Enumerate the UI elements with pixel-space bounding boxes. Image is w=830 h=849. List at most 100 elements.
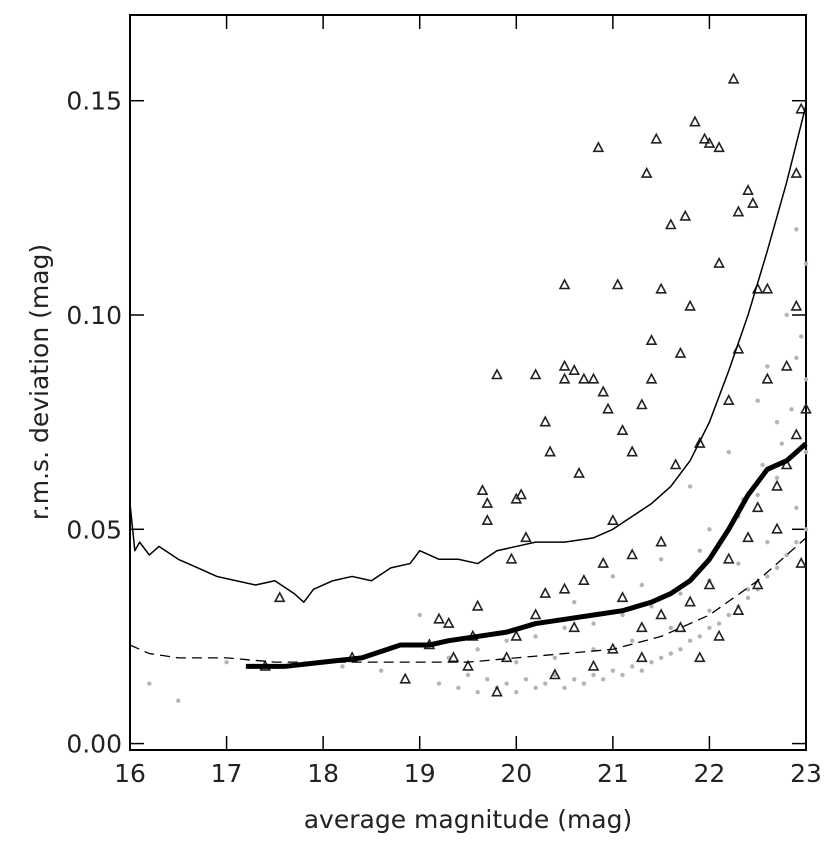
gray-dot [678,647,683,652]
gray-dot [697,634,702,639]
triangle-marker [761,282,774,294]
triangle-marker [703,136,716,148]
x-tick-label: 22 [694,759,726,788]
gray-dot [765,574,770,579]
triangle-marker [462,659,474,671]
triangle-marker [510,629,523,641]
triangle-marker [635,651,648,663]
triangle-marker [447,651,460,663]
gray-dot [456,685,461,691]
gray-dot [794,355,799,361]
x-tick-label: 18 [307,759,339,788]
triangle-marker [795,102,808,114]
triangle-marker [684,595,696,607]
gray-dot [794,227,799,232]
plot-frame [129,14,807,751]
triangle-marker [747,196,759,208]
gray-dot [475,689,480,695]
triangle-marker [693,651,706,663]
triangle-marker [635,398,648,410]
gray-dot [658,557,664,562]
y-tick-label: 0.05 [66,515,122,544]
gray-dot [543,681,548,686]
x-tick-label: 19 [404,759,436,788]
triangle-marker [800,402,812,414]
gray-dot [745,587,751,592]
triangle-marker [751,578,764,590]
gray-dot [147,681,152,686]
gray-dot [784,312,789,318]
gray-dot [726,612,731,618]
triangle-marker [539,415,552,427]
triangle-marker [568,621,581,633]
triangle-marker [481,496,494,508]
triangle-marker [679,209,692,221]
gray-dot [774,475,780,481]
gray-dot [620,612,625,618]
triangle-marker [568,364,581,376]
triangle-marker [780,359,793,371]
triangle-marker [539,586,552,598]
triangle-marker [273,591,286,603]
gray-dot [224,659,229,665]
triangle-marker [505,552,518,564]
triangle-marker [693,436,706,448]
triangle-marker [597,556,610,568]
gray-dot [610,574,616,579]
triangle-marker [732,604,745,616]
triangle-marker [500,651,513,663]
triangle-marker [544,445,556,457]
gray-dot [779,441,785,446]
triangle-marker [742,531,754,543]
triangle-marker [578,372,590,384]
gray-dot [687,484,693,489]
gray-dot [707,608,712,613]
triangle-marker [664,218,677,230]
triangle-marker [669,458,682,470]
triangle-marker [790,166,803,178]
gray-dot [475,647,480,652]
triangle-marker [491,685,503,697]
gray-dot [649,604,654,609]
gray-dot [552,655,558,661]
gray-dot [687,638,693,643]
triangle-marker [597,385,610,397]
gray-dot [629,638,635,643]
gray-dot [620,672,625,678]
gray-dot [668,651,673,656]
triangle-marker [732,205,745,217]
gray-dot [562,685,567,691]
triangle-marker [558,278,571,290]
triangle-marker [635,621,648,633]
triangle-marker [587,659,600,671]
gray-dot [803,261,809,266]
triangle-marker [713,141,725,153]
triangle-marker [674,346,687,358]
triangle-marker [592,141,605,153]
triangle-marker [491,368,503,380]
triangle-marker [761,372,774,384]
thick-line [245,441,808,669]
gray-dot [417,612,422,618]
triangle-marker [611,278,624,290]
gray-dot [639,582,645,588]
gray-dot [794,539,799,545]
x-tick-label: 16 [114,759,146,788]
triangle-marker [573,466,585,478]
triangle-marker [549,668,561,680]
gray-dot [765,364,770,369]
dashed-line [129,537,807,663]
triangle-marker [529,368,542,380]
x-tick-label: 21 [597,759,629,788]
gray-dot [523,677,529,682]
gray-dot [340,664,345,669]
x-axis-label: average magnitude (mag) [304,805,633,834]
gray-dot [591,672,596,678]
gray-dot [514,689,519,695]
gray-dot [755,492,760,498]
gray-dot [707,625,712,631]
gray-dot [649,659,654,665]
gray-dot [760,462,765,468]
triangle-marker [442,616,455,628]
